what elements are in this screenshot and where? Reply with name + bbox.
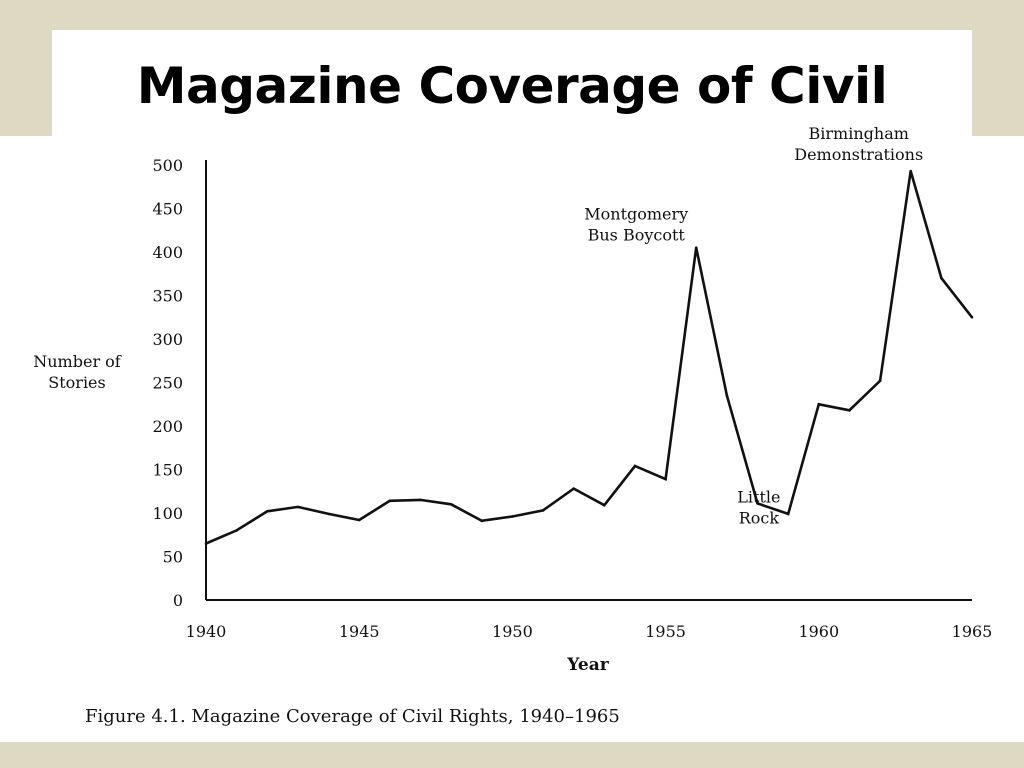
data-point xyxy=(940,276,943,280)
x-tick-label: 1965 xyxy=(952,622,993,641)
y-tick-label: 150 xyxy=(152,461,183,480)
data-point xyxy=(664,477,667,481)
data-point xyxy=(511,515,514,518)
data-point xyxy=(449,503,453,506)
y-tick-label: 450 xyxy=(152,200,183,219)
figure-area xyxy=(0,136,1024,742)
y-axis-label-line-1: Number of xyxy=(33,352,122,371)
y-axis-label-line-2: Stories xyxy=(48,373,105,392)
x-tick-label: 1960 xyxy=(798,622,839,641)
x-axis-label: Year xyxy=(566,655,609,675)
annotation-label: Little xyxy=(737,488,780,507)
y-tick-label: 200 xyxy=(152,417,183,436)
data-point xyxy=(388,499,392,503)
bottom-strip xyxy=(0,742,1024,768)
data-point xyxy=(909,169,913,173)
axes xyxy=(205,160,972,601)
data-point xyxy=(541,509,545,512)
x-tick-label: 1945 xyxy=(339,622,380,641)
data-point xyxy=(848,409,851,412)
data-point xyxy=(725,394,729,397)
data-point xyxy=(970,315,974,319)
series-group xyxy=(204,169,974,545)
y-tick-labels: 0 50 100 150 200 250 300 350 400 450 500 xyxy=(152,156,183,610)
y-tick-label: 50 xyxy=(163,548,183,567)
annotation-label: Bus Boycott xyxy=(588,226,686,245)
data-point xyxy=(327,512,330,516)
data-point xyxy=(817,402,821,406)
data-point xyxy=(878,379,882,383)
annotation-label: Rock xyxy=(739,509,780,528)
x-tick-labels: 1940 1945 1950 1955 1960 1965 xyxy=(186,622,993,641)
series-line xyxy=(205,170,974,545)
y-tick-label: 350 xyxy=(152,287,183,306)
data-point xyxy=(572,487,575,490)
data-point xyxy=(633,464,637,468)
data-point xyxy=(419,498,422,502)
data-point xyxy=(235,529,238,532)
y-tick-label: 0 xyxy=(173,591,183,610)
data-point xyxy=(480,519,484,523)
data-point xyxy=(265,509,269,513)
data-point xyxy=(357,518,361,522)
data-point xyxy=(603,503,606,507)
y-tick-label: 250 xyxy=(152,374,183,393)
x-tick-label: 1950 xyxy=(492,622,533,641)
data-point xyxy=(786,512,790,516)
data-point xyxy=(204,542,208,545)
figure-caption: Figure 4.1. Magazine Coverage of Civil R… xyxy=(85,706,620,727)
y-tick-label: 100 xyxy=(152,504,183,523)
x-tick-label: 1955 xyxy=(645,622,686,641)
title-box: Magazine Coverage of Civil Rights xyxy=(52,30,972,227)
annotation-label: Montgomery xyxy=(584,205,688,224)
y-tick-label: 300 xyxy=(152,330,183,349)
x-tick-label: 1940 xyxy=(186,622,227,641)
y-tick-label: 400 xyxy=(152,243,183,262)
data-point xyxy=(756,502,759,505)
annotation-label: Birmingham xyxy=(809,124,909,143)
data-point xyxy=(694,246,698,249)
y-tick-label: 500 xyxy=(152,156,183,175)
annotations-group: Montgomery Bus Boycott Little Rock Birmingha… xyxy=(584,124,923,527)
data-point xyxy=(296,505,300,509)
slide-title: Magazine Coverage of Civil Rights xyxy=(136,57,888,227)
annotation-label: Demonstrations xyxy=(794,145,923,164)
